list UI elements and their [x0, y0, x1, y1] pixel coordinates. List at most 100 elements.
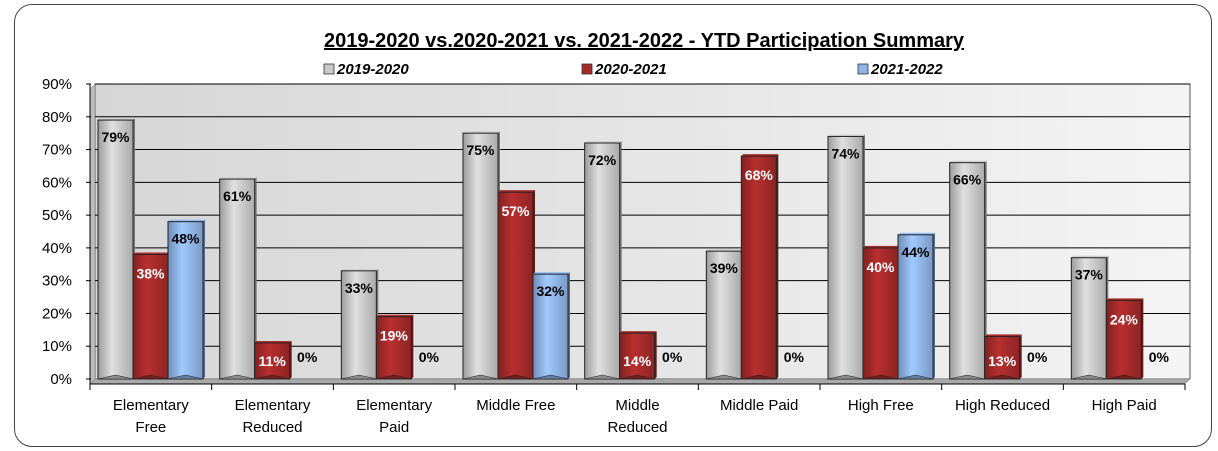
y-tick-label: 0% [50, 371, 72, 388]
legend-swatch [857, 63, 869, 75]
data-label: 0% [1149, 349, 1170, 365]
floor [89, 378, 1191, 385]
data-label: 14% [623, 353, 652, 369]
data-label: 38% [136, 265, 165, 281]
bar-top [498, 190, 535, 193]
bar-front [462, 132, 499, 380]
bar-top [133, 252, 170, 255]
bar-top [1106, 298, 1144, 301]
x-category-label: Reduced [242, 419, 302, 436]
x-category-label: Elementary [113, 397, 189, 414]
bar-bottom [706, 374, 742, 380]
bar [375, 314, 414, 380]
data-labels: 79% 38% 48% 61% 11% 0% 33% 19% 0% 75% 57% 32% 72% 14%… [101, 129, 1169, 369]
bar [462, 131, 500, 380]
x-category-label: Paid [379, 419, 409, 436]
data-label: 72% [588, 152, 617, 168]
legend-label: 2020-2021 [594, 61, 667, 78]
bar-bottom [827, 374, 864, 380]
legend-label: 2021-2022 [870, 61, 943, 78]
bar [584, 141, 622, 380]
bar [949, 160, 987, 380]
y-tick-label: 60% [42, 174, 72, 191]
data-label: 39% [710, 260, 739, 276]
bar [254, 340, 292, 380]
y-tick-label: 50% [42, 207, 72, 224]
bar-front [740, 155, 777, 380]
data-label: 61% [223, 188, 252, 204]
y-tick-label: 30% [42, 273, 72, 290]
x-category-label: High Paid [1092, 397, 1157, 414]
bar [97, 118, 135, 380]
data-label: 79% [101, 129, 130, 145]
data-label: 68% [745, 167, 774, 183]
bar-top [341, 268, 379, 271]
bar-front [619, 332, 656, 380]
bars [97, 118, 1144, 380]
chart-title: 2019-2020 vs.2020-2021 vs. 2021-2022 - Y… [324, 30, 965, 52]
bar-bottom [376, 374, 412, 380]
data-label: 66% [953, 172, 982, 188]
data-label: 19% [380, 328, 409, 344]
bar-front [167, 221, 204, 380]
plot-background [94, 83, 1191, 380]
bar [740, 154, 779, 380]
bar-front [219, 178, 256, 380]
x-category-label: Elementary [356, 397, 432, 414]
bar-top [168, 219, 205, 222]
data-label: 0% [1027, 349, 1048, 365]
bar-front [497, 191, 534, 380]
y-tick-label: 10% [42, 338, 72, 355]
bar-bottom [1106, 374, 1142, 380]
x-category-label: Elementary [235, 397, 311, 414]
x-category-label: High Free [848, 397, 914, 414]
data-label: 0% [662, 349, 683, 365]
x-category-label: Free [135, 419, 166, 436]
legend-swatch [323, 63, 335, 75]
y-tick-label: 40% [42, 240, 72, 257]
data-label: 48% [171, 231, 200, 247]
data-label: 0% [784, 349, 805, 365]
bar-front [132, 253, 169, 380]
data-label: 11% [259, 353, 287, 369]
bar [827, 134, 865, 380]
bar-bottom [167, 374, 204, 380]
data-label: 44% [901, 244, 930, 260]
data-label: 75% [466, 142, 495, 158]
bar-bottom [897, 374, 934, 380]
bar [619, 331, 657, 380]
x-category-label: Middle Paid [720, 397, 798, 414]
data-label: 13% [988, 353, 1017, 369]
bar-front [254, 342, 291, 380]
x-category-label: Middle Free [476, 397, 555, 414]
y-tick-label: 90% [42, 76, 72, 93]
y-tick-label: 20% [42, 305, 72, 322]
side-wall [89, 83, 96, 385]
bar-bottom [584, 374, 620, 380]
bar-top [619, 331, 657, 334]
x-category-label: High Reduced [955, 397, 1050, 414]
x-category-label: Reduced [607, 419, 667, 436]
bar-bottom [462, 374, 499, 380]
data-label: 57% [501, 203, 530, 219]
bar-bottom [532, 374, 569, 380]
data-label: 40% [866, 259, 895, 275]
y-axis: 0% 10% 20% 30% 40% 50% 60% 70% 80% 90% [42, 76, 91, 388]
bar-front [97, 119, 134, 380]
bar-top [463, 131, 500, 134]
bar-top [863, 245, 900, 248]
legend-label: 2019-2020 [336, 61, 409, 78]
bar-bottom [132, 374, 169, 380]
bar [167, 219, 205, 380]
x-category-label: Middle [615, 397, 659, 414]
bar-top [949, 160, 987, 163]
data-label: 0% [419, 349, 440, 365]
data-label: 32% [536, 283, 565, 299]
bar-bottom [949, 374, 985, 380]
bar [897, 232, 935, 380]
legend-swatch [581, 63, 593, 75]
bar-front [532, 273, 569, 380]
bar-front [340, 270, 377, 380]
bar-bottom [341, 374, 377, 380]
